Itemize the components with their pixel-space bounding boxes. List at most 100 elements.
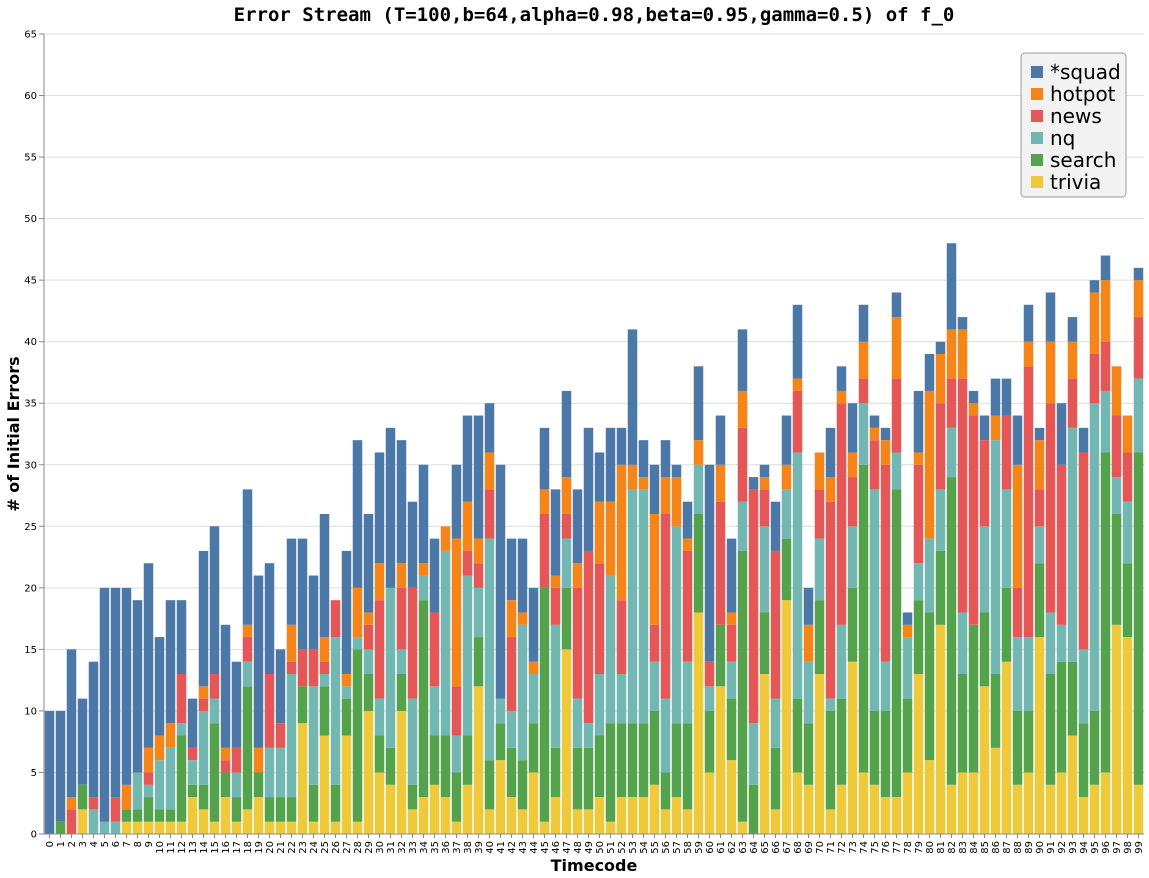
y-tick-label: 35 [24,399,37,410]
bar-segment-squad [451,464,462,539]
y-tick-label: 55 [24,153,37,164]
bar-segment-squad [682,501,693,539]
x-tick-label: 34 [419,841,430,854]
bar-segment-nq [550,624,561,748]
y-tick-label: 65 [24,30,37,41]
bar-segment-trivia [1133,784,1144,834]
x-tick-label: 9 [144,841,155,847]
bar-segment-trivia [1067,735,1078,834]
bar-segment-trivia [209,821,220,834]
bar-segment-nq [374,698,385,736]
bar-segment-trivia [308,821,319,834]
bar-segment-search [1100,452,1111,773]
x-tick-label: 85 [980,841,991,854]
bar-segment-squad [176,600,187,674]
bar-segment-news [770,550,781,699]
y-axis-title: # of Initial Errors [4,356,23,511]
bar-segment-search [924,612,935,761]
bar-segment-news [847,477,858,527]
bar-segment-trivia [946,784,957,834]
legend-label: news [1050,104,1102,128]
bar-segment-squad [363,514,374,613]
bar-segment-nq [154,760,165,810]
x-tick-label: 15 [210,841,221,854]
bar-segment-hotpot [935,354,946,404]
x-tick-label: 28 [353,841,364,854]
bar-segment-hotpot [506,600,517,638]
bar-segment-squad [858,304,869,342]
legend-swatch [1031,66,1043,78]
bar-segment-nq [990,440,1001,674]
x-tick-label: 40 [485,841,496,854]
bar-segment-trivia [913,674,924,834]
bar-segment-news [297,649,308,687]
bar-segment-trivia [154,821,165,834]
y-tick-label: 40 [24,337,37,348]
bar-segment-nq [957,612,968,674]
bar-segment-trivia [242,809,253,834]
bar-segment-search [473,637,484,687]
bar-segment-search [605,723,616,822]
bar-segment-trivia [1023,772,1034,834]
bar-segment-nq [528,674,539,724]
bar-segment-trivia [781,600,792,834]
bar-segment-hotpot [671,477,682,527]
bar-segment-trivia [473,686,484,834]
bar-segment-search [1001,587,1012,662]
bar-segment-search [451,772,462,822]
bar-segment-squad [638,440,649,478]
bar-segment-search [176,735,187,822]
bar-segment-nq [198,710,209,785]
bar-segment-trivia [979,686,990,834]
x-tick-label: 75 [870,841,881,854]
bar-segment-news [792,390,803,453]
x-tick-label: 37 [452,841,463,854]
x-tick-label: 54 [639,841,650,854]
bar-segment-squad [561,390,572,478]
x-tick-label: 43 [518,841,529,854]
bar-segment-squad [506,538,517,601]
bar-segment-squad [220,624,231,748]
x-tick-label: 5 [100,841,111,847]
bar-segment-trivia [143,821,154,834]
x-tick-label: 93 [1068,841,1079,854]
bar-segment-trivia [990,747,1001,834]
bar-segment-squad [99,587,110,822]
bar-segment-news [550,587,561,625]
x-tick-label: 62 [727,841,738,854]
bar-segment-squad [583,427,594,551]
bar-segment-squad [88,661,99,798]
bar-segment-squad [594,452,605,502]
x-tick-label: 3 [78,841,89,847]
bar-segment-squad [253,575,264,748]
bar-segment-nq [341,686,352,699]
bar-segment-squad [517,538,528,613]
bar-segment-hotpot [649,514,660,625]
bar-segment-squad [902,612,913,625]
bar-segment-hotpot [451,538,462,687]
bar-segment-news [913,464,924,564]
bar-segment-news [308,649,319,687]
bar-segment-nq [891,452,902,490]
bar-segment-trivia [858,772,869,834]
bar-segment-squad [77,698,88,785]
bar-segment-nq [352,637,363,650]
x-tick-label: 45 [540,841,551,854]
bar-segment-trivia [440,797,451,834]
bar-segment-squad [660,440,671,478]
bar-segment-hotpot [1045,341,1056,404]
bar-segment-trivia [770,809,781,834]
bar-segment-trivia [484,809,495,834]
x-tick-label: 20 [265,841,276,854]
bar-segment-nq [132,772,143,810]
bar-segment-hotpot [1067,341,1078,379]
bar-segment-nq [847,526,858,588]
legend-swatch [1031,88,1043,100]
bar-segment-hotpot [1122,415,1133,453]
bar-segment-hotpot [1089,292,1100,354]
bar-segment-hotpot [913,452,924,465]
x-tick-label: 81 [936,841,947,854]
bar-segment-search [495,723,506,761]
bar-segment-search [715,624,726,687]
bar-segment-squad [143,563,154,748]
